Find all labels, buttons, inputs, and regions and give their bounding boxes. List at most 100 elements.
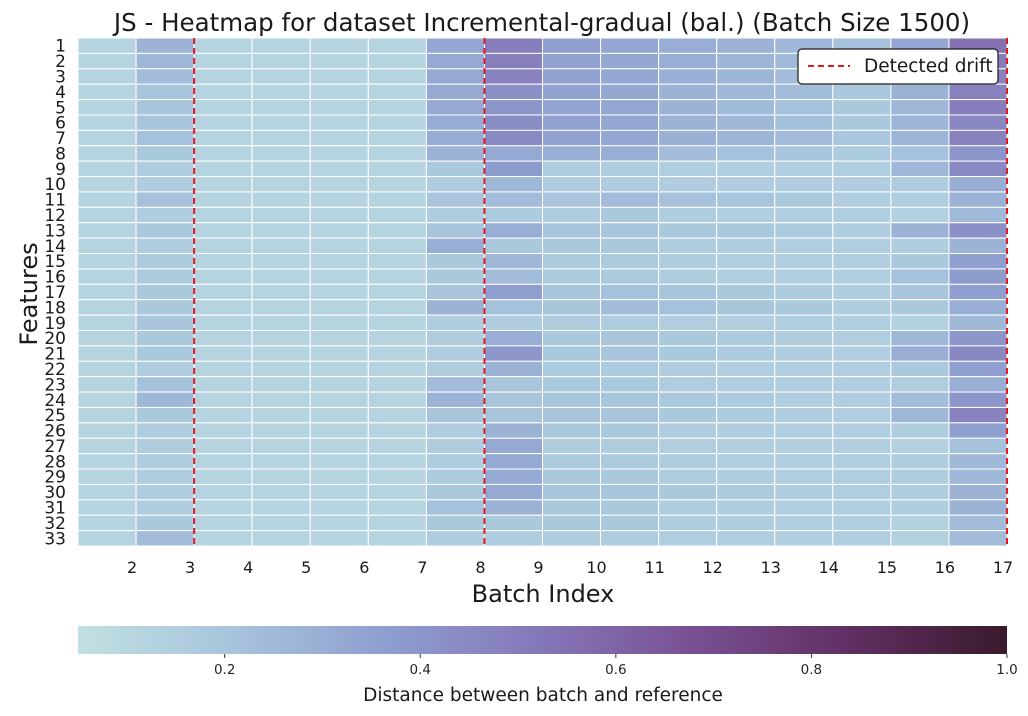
heatmap-cell (135, 314, 195, 331)
heatmap-cell (600, 422, 660, 439)
heatmap-cell (367, 268, 427, 285)
heatmap-cell (367, 129, 427, 147)
heatmap-cell (193, 176, 253, 193)
heatmap-cell (193, 299, 253, 316)
heatmap-cell (77, 468, 137, 485)
heatmap-cell (425, 530, 485, 547)
heatmap-cell (774, 83, 834, 101)
heatmap-cell (542, 468, 602, 485)
heatmap-cell (483, 314, 543, 331)
heatmap-cell (309, 191, 369, 208)
heatmap-cell (483, 268, 543, 285)
colorbar-tick-label: 0.8 (801, 662, 822, 678)
heatmap-cell (948, 483, 1008, 501)
x-tick-label: 12 (703, 558, 723, 577)
heatmap-cell (774, 530, 834, 547)
heatmap-cell (251, 52, 311, 70)
y-tick-label: 13 (44, 221, 66, 241)
heatmap-cell (832, 530, 892, 547)
heatmap-cell (193, 468, 253, 485)
heatmap-cell (77, 160, 137, 178)
y-tick-label: 22 (44, 360, 66, 380)
heatmap-cell (425, 499, 485, 516)
heatmap-cell (948, 499, 1008, 516)
heatmap-cell (832, 176, 892, 193)
heatmap-cell (193, 391, 253, 408)
heatmap-cell (542, 253, 602, 270)
heatmap-cell (948, 299, 1008, 316)
heatmap-cell (77, 453, 137, 470)
y-tick-label: 3 (55, 67, 66, 87)
heatmap-cell (948, 160, 1008, 178)
heatmap-cell (251, 468, 311, 485)
heatmap-cell (716, 222, 776, 239)
heatmap-cell (600, 222, 660, 239)
heatmap-cell (193, 253, 253, 270)
heatmap-cell (425, 314, 485, 331)
heatmap-cell (193, 376, 253, 393)
heatmap-cell (77, 68, 137, 85)
heatmap-cell (658, 268, 718, 285)
heatmap-cell (367, 160, 427, 178)
heatmap-cell (890, 329, 950, 347)
heatmap-cell (309, 360, 369, 378)
heatmap-cell (367, 206, 427, 224)
heatmap-cell (483, 299, 543, 316)
heatmap-cell (832, 391, 892, 408)
heatmap-cell (309, 406, 369, 424)
heatmap-cell (890, 237, 950, 255)
heatmap-cell (716, 468, 776, 485)
heatmap-cell (193, 453, 253, 470)
heatmap-cell (542, 222, 602, 239)
heatmap-cell (832, 499, 892, 516)
heatmap-cell (251, 345, 311, 362)
heatmap-cell (193, 160, 253, 178)
heatmap-cell (193, 114, 253, 131)
heatmap-cell (542, 83, 602, 101)
heatmap-cell (425, 83, 485, 101)
drift-lines (193, 38, 1008, 546)
heatmap-cell (716, 437, 776, 455)
heatmap-cell (251, 145, 311, 162)
heatmap-cell (483, 114, 543, 131)
heatmap-cell (77, 422, 137, 439)
heatmap-cell (251, 222, 311, 239)
heatmap-cell (135, 468, 195, 485)
heatmap-cell (251, 314, 311, 331)
heatmap-cell (309, 52, 369, 70)
heatmap-cell (542, 176, 602, 193)
heatmap-cell (600, 253, 660, 270)
heatmap-cell (774, 329, 834, 347)
y-tick-label: 25 (44, 406, 66, 426)
heatmap-cell (832, 114, 892, 131)
heatmap-cell (483, 437, 543, 455)
y-tick-label: 8 (55, 144, 66, 164)
heatmap-cell (425, 145, 485, 162)
heatmap-cell (832, 514, 892, 532)
heatmap-cell (425, 376, 485, 393)
heatmap-cell (367, 68, 427, 85)
heatmap-cell (890, 453, 950, 470)
heatmap-cell (425, 114, 485, 131)
heatmap-cell (658, 453, 718, 470)
heatmap-cell (135, 283, 195, 301)
heatmap-cell (716, 268, 776, 285)
heatmap-cell (890, 145, 950, 162)
x-tick-label: 17 (993, 558, 1013, 577)
heatmap-cell (367, 406, 427, 424)
heatmap-cell (251, 360, 311, 378)
heatmap-cell (251, 37, 311, 54)
heatmap-cell (309, 283, 369, 301)
heatmap-cell (832, 129, 892, 147)
heatmap-cell (367, 468, 427, 485)
heatmap-cell (774, 360, 834, 378)
x-tick-label: 4 (243, 558, 253, 577)
heatmap-cell (716, 68, 776, 85)
heatmap-cell (774, 237, 834, 255)
heatmap-cell (251, 83, 311, 101)
heatmap-cell (658, 129, 718, 147)
heatmap-cell (483, 253, 543, 270)
colorbar-ticks: 0.2 0.4 0.6 0.8 1.0 (214, 654, 1018, 678)
heatmap-cell (367, 514, 427, 532)
heatmap-cell (890, 99, 950, 116)
